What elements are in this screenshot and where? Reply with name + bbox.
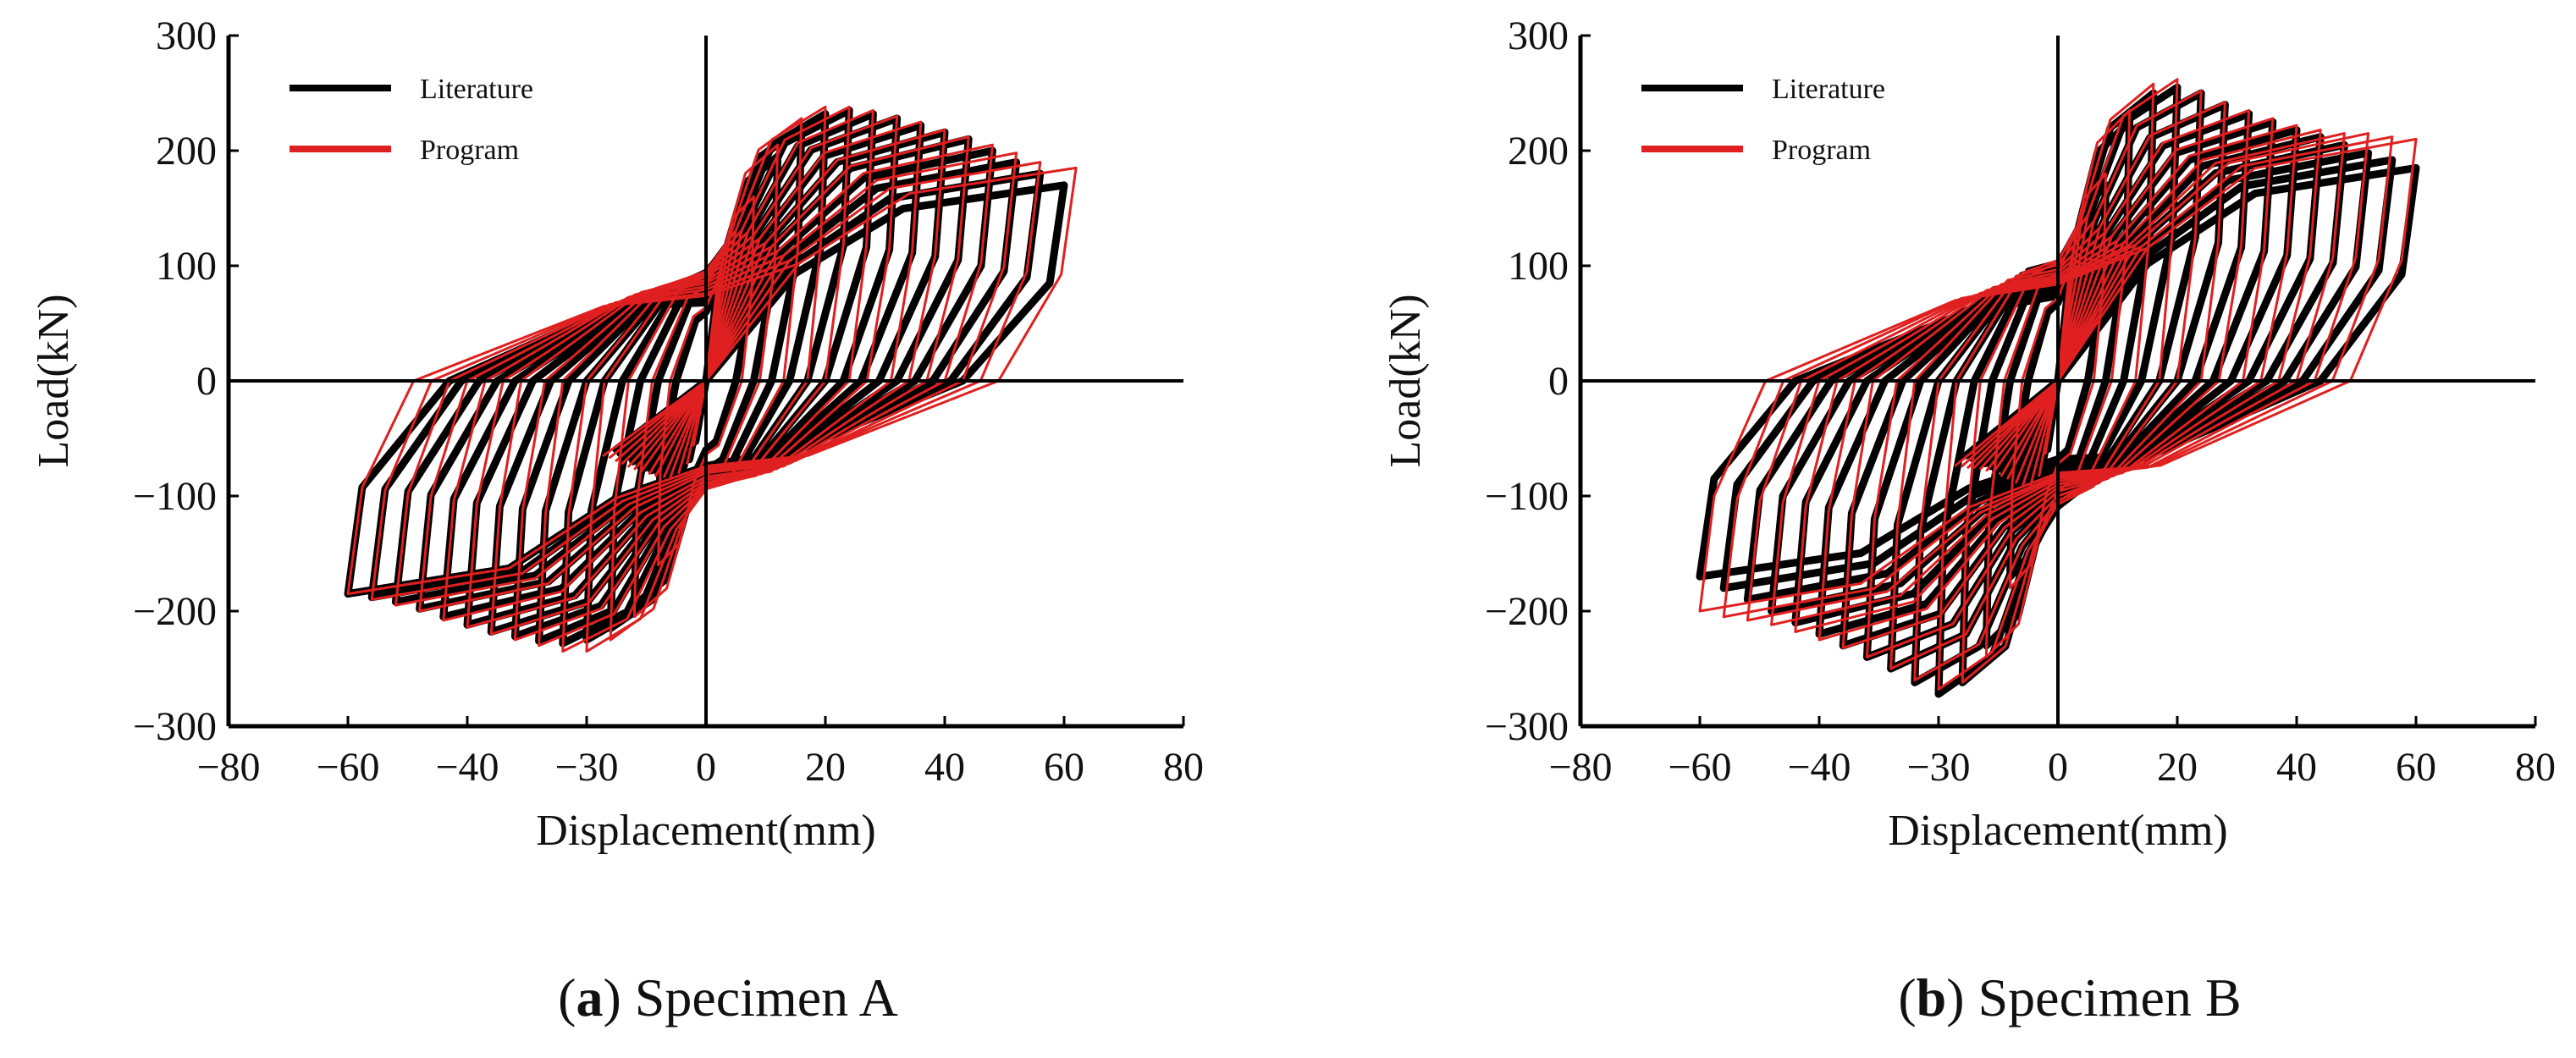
y-tick-label: −200 bbox=[133, 589, 217, 634]
x-tick-label: 60 bbox=[2396, 745, 2436, 790]
legend-label-program: Program bbox=[420, 135, 519, 166]
x-tick-label: 0 bbox=[696, 745, 716, 790]
x-tick-label: 80 bbox=[2515, 745, 2556, 790]
x-tick-label: −60 bbox=[316, 745, 379, 790]
x-tick-label: 20 bbox=[805, 745, 846, 790]
y-tick-label: −100 bbox=[1485, 474, 1569, 519]
x-tick-label: −40 bbox=[435, 745, 499, 790]
legend-label-literature: Literature bbox=[1772, 74, 1885, 105]
panel-specimen-a: −80 −60 −40 −30 0 20 40 60 803002001000−100−200−… bbox=[30, 14, 1204, 1028]
y-tick-label: 0 bbox=[196, 359, 217, 404]
x-tick-label: 20 bbox=[2157, 745, 2198, 790]
x-tick-label: −30 bbox=[554, 745, 618, 790]
legend: Literature Program bbox=[1641, 74, 1885, 166]
y-tick-label: 100 bbox=[1508, 244, 1569, 289]
x-tick-label: 40 bbox=[2276, 745, 2317, 790]
panel-specimen-b: −80 −60 −40 −30 0 20 40 60 803002001000−100−200−… bbox=[1382, 14, 2556, 1028]
y-tick-label: 0 bbox=[1548, 359, 1569, 404]
panel-caption: (a) Specimen A bbox=[558, 967, 898, 1028]
x-tick-label: −40 bbox=[1787, 745, 1851, 790]
panel-caption: (b) Specimen B bbox=[1898, 967, 2241, 1028]
y-tick-label: 300 bbox=[1508, 14, 1569, 58]
legend-label-program: Program bbox=[1772, 135, 1871, 166]
y-axis-label: Load(kN) bbox=[30, 294, 78, 467]
x-tick-label: 40 bbox=[924, 745, 965, 790]
x-tick-label: −80 bbox=[1548, 745, 1612, 790]
y-tick-label: −300 bbox=[1485, 704, 1569, 749]
y-axis-label: Load(kN) bbox=[1382, 294, 1430, 467]
legend-label-literature: Literature bbox=[420, 74, 533, 105]
y-tick-label: −100 bbox=[133, 474, 217, 519]
caption-text: Specimen B bbox=[1978, 967, 2242, 1028]
x-tick-label: 60 bbox=[1044, 745, 1084, 790]
x-axis-label: Displacement(mm) bbox=[536, 807, 875, 855]
x-tick-label: 0 bbox=[2048, 745, 2068, 790]
x-axis-label: Displacement(mm) bbox=[1888, 807, 2227, 855]
x-tick-label: −60 bbox=[1668, 745, 1731, 790]
y-tick-label: 200 bbox=[156, 129, 217, 174]
caption-text: Specimen A bbox=[635, 967, 898, 1028]
x-tick-label: 80 bbox=[1163, 745, 1204, 790]
y-tick-label: −200 bbox=[1485, 589, 1569, 634]
y-tick-label: −300 bbox=[133, 704, 217, 749]
hysteresis-curves bbox=[344, 105, 1078, 653]
caption-letter: b bbox=[1917, 967, 1947, 1028]
legend: Literature Program bbox=[290, 74, 533, 166]
y-tick-label: 300 bbox=[156, 14, 217, 58]
y-tick-label: 200 bbox=[1508, 129, 1569, 174]
y-tick-label: 100 bbox=[156, 244, 217, 289]
caption-letter: a bbox=[576, 967, 603, 1028]
x-tick-label: −30 bbox=[1906, 745, 1970, 790]
x-tick-label: −80 bbox=[196, 745, 260, 790]
